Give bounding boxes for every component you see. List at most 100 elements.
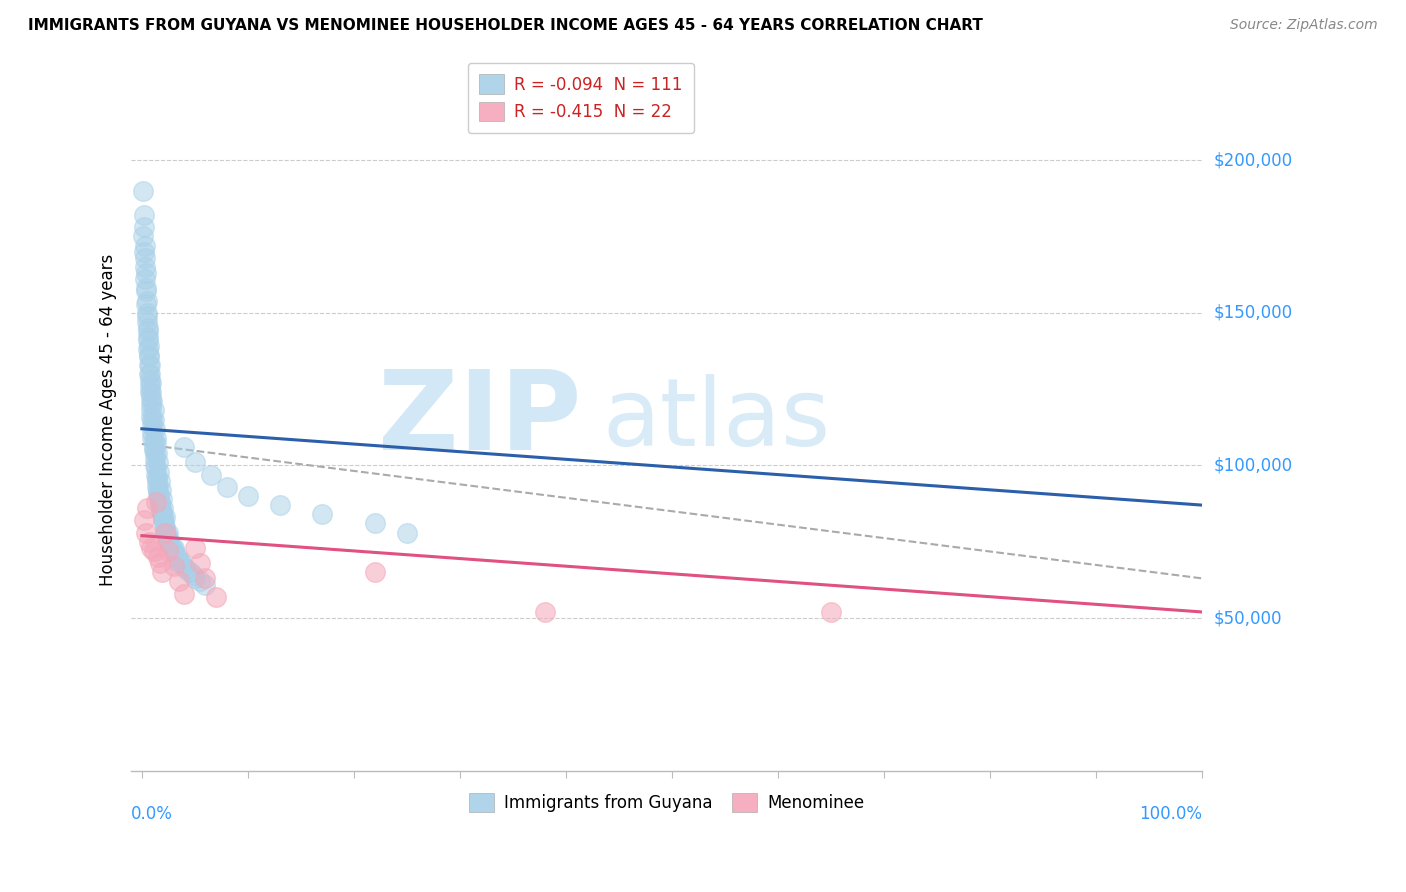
Point	[173, 440, 195, 454]
Y-axis label: Householder Income Ages 45 - 64 years: Householder Income Ages 45 - 64 years	[100, 253, 117, 586]
Point	[149, 474, 172, 488]
Point	[149, 483, 172, 497]
Point	[145, 431, 167, 445]
Point	[143, 446, 166, 460]
Point	[150, 508, 173, 522]
Point	[146, 549, 169, 564]
Point	[184, 571, 207, 585]
Point	[136, 306, 159, 320]
Point	[163, 547, 186, 561]
Text: $50,000: $50,000	[1213, 609, 1282, 627]
Point	[141, 431, 163, 445]
Point	[534, 605, 557, 619]
Point	[150, 491, 173, 506]
Point	[160, 541, 183, 555]
Point	[149, 556, 172, 570]
Legend: Immigrants from Guyana, Menominee: Immigrants from Guyana, Menominee	[463, 786, 872, 819]
Point	[138, 349, 160, 363]
Point	[184, 541, 207, 555]
Point	[136, 315, 159, 329]
Point	[194, 577, 217, 591]
Point	[135, 266, 157, 280]
Point	[136, 324, 159, 338]
Point	[179, 566, 201, 580]
Point	[141, 409, 163, 424]
Point	[145, 495, 167, 509]
Text: Source: ZipAtlas.com: Source: ZipAtlas.com	[1230, 18, 1378, 32]
Point	[141, 403, 163, 417]
Point	[188, 556, 211, 570]
Point	[148, 489, 170, 503]
Point	[163, 559, 186, 574]
Point	[152, 501, 174, 516]
Point	[138, 349, 160, 363]
Point	[138, 339, 160, 353]
Point	[139, 373, 162, 387]
Point	[136, 501, 159, 516]
Point	[142, 440, 165, 454]
Point	[136, 343, 159, 357]
Point	[152, 513, 174, 527]
Point	[167, 556, 190, 570]
Point	[142, 434, 165, 448]
Point	[395, 525, 418, 540]
Point	[215, 480, 238, 494]
Point	[145, 470, 167, 484]
Point	[138, 358, 160, 372]
Point	[138, 534, 160, 549]
Point	[159, 534, 181, 549]
Point	[132, 220, 155, 235]
Point	[139, 358, 162, 372]
Point	[148, 491, 170, 506]
Text: IMMIGRANTS FROM GUYANA VS MENOMINEE HOUSEHOLDER INCOME AGES 45 - 64 YEARS CORREL: IMMIGRANTS FROM GUYANA VS MENOMINEE HOUS…	[28, 18, 983, 33]
Point	[136, 333, 159, 347]
Point	[141, 394, 163, 409]
Point	[145, 437, 167, 451]
Text: 0.0%: 0.0%	[131, 805, 173, 823]
Point	[167, 574, 190, 589]
Point	[153, 519, 176, 533]
Point	[145, 474, 167, 488]
Point	[135, 285, 157, 299]
Point	[364, 516, 387, 531]
Text: $200,000: $200,000	[1213, 151, 1292, 169]
Point	[148, 465, 170, 479]
Point	[236, 489, 259, 503]
Point	[141, 376, 163, 390]
Text: $100,000: $100,000	[1213, 457, 1292, 475]
Point	[176, 562, 198, 576]
Point	[142, 443, 165, 458]
Point	[142, 412, 165, 426]
Point	[134, 272, 156, 286]
Point	[149, 501, 172, 516]
Point	[142, 403, 165, 417]
Point	[132, 229, 155, 244]
Point	[173, 587, 195, 601]
Point	[136, 293, 159, 308]
Point	[141, 418, 163, 433]
Point	[134, 251, 156, 265]
Point	[170, 556, 193, 570]
Point	[200, 467, 222, 482]
Point	[311, 508, 333, 522]
Point	[143, 452, 166, 467]
Point	[141, 541, 163, 555]
Point	[157, 544, 180, 558]
Point	[141, 412, 163, 426]
Point	[163, 544, 186, 558]
Point	[167, 553, 190, 567]
Point	[194, 571, 217, 585]
Point	[364, 566, 387, 580]
Point	[173, 559, 195, 574]
Point	[150, 566, 173, 580]
Point	[141, 425, 163, 439]
Point	[149, 504, 172, 518]
Point	[156, 529, 179, 543]
Point	[142, 544, 165, 558]
Point	[132, 184, 155, 198]
Text: $150,000: $150,000	[1213, 304, 1292, 322]
Point	[205, 590, 228, 604]
Point	[136, 330, 159, 344]
Point	[145, 461, 167, 475]
Point	[146, 483, 169, 497]
